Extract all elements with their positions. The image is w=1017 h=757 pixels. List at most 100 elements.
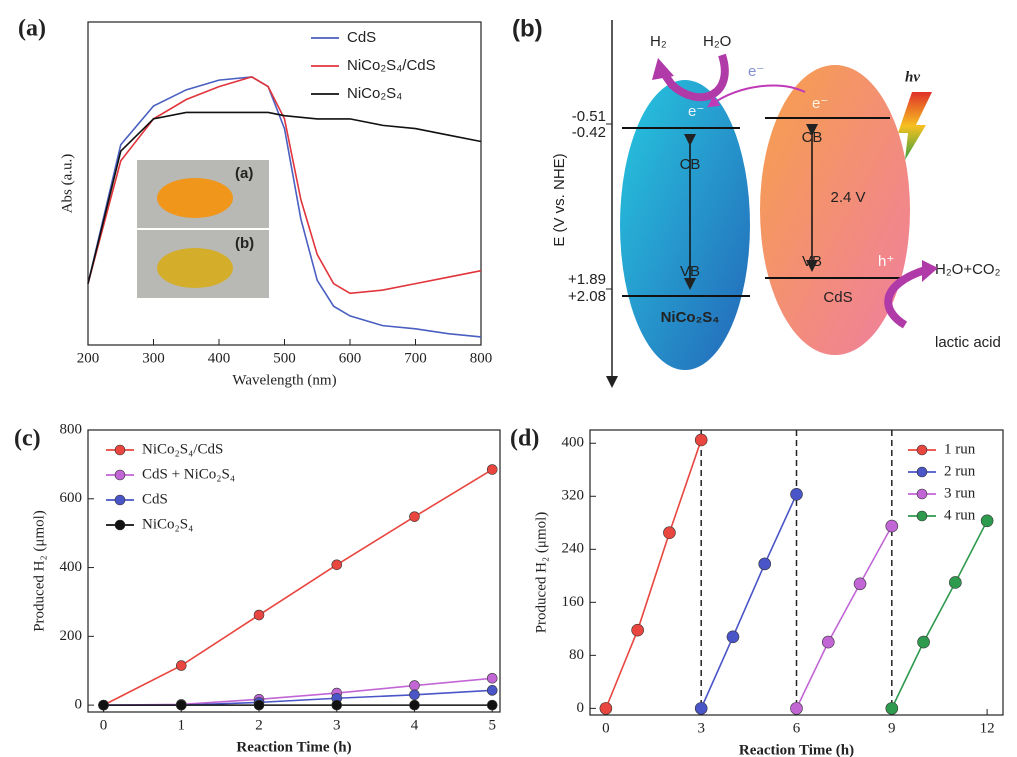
- point: [885, 519, 899, 533]
- point: [694, 702, 708, 715]
- x-tick-label: 300: [142, 350, 165, 366]
- x-tick-label: 200: [77, 350, 100, 366]
- legend-label: CdS + NiCo₂S₄: [142, 466, 235, 482]
- species: H₂O+CO₂: [935, 261, 1001, 278]
- x-tick-label: 6: [793, 720, 801, 736]
- y-tick-label: 600: [60, 490, 83, 506]
- series-line: [87, 76, 482, 295]
- panel-label: (b): [512, 15, 543, 42]
- point: [253, 609, 265, 621]
- point: [631, 623, 644, 637]
- y-tick-label: 400: [562, 435, 585, 451]
- point: [175, 660, 187, 671]
- point: [980, 514, 994, 528]
- x-tick-label: 500: [273, 350, 296, 366]
- x-tick-label: 5: [488, 717, 496, 733]
- point: [917, 635, 930, 649]
- powder: [157, 178, 233, 218]
- series-line: [605, 439, 702, 709]
- x-tick-label: 4: [411, 717, 419, 733]
- legend-marker: [114, 494, 126, 506]
- y-axis-label: Produced H₂ (μmol): [31, 510, 47, 632]
- point: [409, 680, 420, 691]
- point: [486, 672, 498, 684]
- nico-particle: [620, 80, 750, 370]
- inset-label: (a): [235, 165, 253, 182]
- light-label: hv: [905, 69, 920, 85]
- x-tick-label: 9: [888, 720, 896, 736]
- legend-marker: [916, 444, 928, 456]
- electron: e⁻: [812, 95, 828, 112]
- cds-particle: [760, 65, 910, 355]
- x-tick-label: 0: [100, 717, 108, 733]
- x-tick-label: 800: [470, 350, 493, 366]
- x-axis-label: Wavelength (nm): [232, 372, 336, 388]
- point: [599, 702, 613, 715]
- material-label: CdS: [823, 289, 852, 306]
- x-tick-label: 3: [697, 720, 705, 736]
- point: [949, 576, 962, 589]
- point: [409, 511, 420, 522]
- legend-label: 1 run: [944, 441, 976, 457]
- x-tick-label: 0: [602, 720, 610, 736]
- series-line: [103, 468, 493, 706]
- point: [726, 630, 740, 644]
- light-bolt: [898, 92, 932, 160]
- band-diagram: (b) E (V vs. NHE) -0.51 -0.42 +1.89 +2.0…: [512, 15, 1001, 388]
- legend-label: NiCo₂S₄/CdS: [142, 441, 223, 457]
- legend-marker: [916, 510, 928, 522]
- y-tick-label: 800: [60, 421, 83, 437]
- series-line: [87, 76, 482, 338]
- legend-marker: [916, 488, 928, 500]
- axis-label: E (V vs. NHE): [551, 153, 568, 246]
- series-line: [795, 525, 893, 709]
- hole: h⁺: [878, 253, 894, 270]
- legend-marker: [114, 444, 126, 456]
- y-axis-label: Abs (a.u.): [59, 154, 75, 214]
- energy-tick: -0.42: [572, 124, 606, 141]
- point: [98, 699, 109, 711]
- y-axis-label: Produced H₂ (μmol): [533, 512, 549, 634]
- gap-label: 2.4 V: [830, 189, 865, 206]
- y-tick-label: 400: [60, 559, 83, 575]
- series-line: [891, 520, 988, 709]
- point: [694, 433, 708, 447]
- vb-label: VB: [680, 263, 700, 280]
- electron: e⁻: [688, 103, 704, 120]
- species: H₂: [650, 33, 667, 50]
- point: [486, 464, 498, 475]
- x-axis-label: Reaction Time (h): [236, 739, 351, 755]
- powder: [157, 248, 233, 288]
- electron: e⁻: [748, 63, 764, 80]
- x-tick-label: 600: [339, 350, 362, 366]
- y-tick-label: 0: [75, 697, 83, 713]
- y-tick-label: 80: [569, 647, 584, 663]
- legend-label: NiCo₂S₄: [142, 516, 193, 532]
- point: [821, 635, 835, 649]
- plot-frame: [87, 429, 501, 713]
- legend-marker: [916, 466, 928, 478]
- cb-label: CB: [802, 129, 823, 146]
- series-line: [103, 689, 493, 706]
- point: [331, 559, 343, 571]
- reaction-arrow: [884, 266, 927, 329]
- panel-label: (a): [18, 16, 46, 42]
- species: lactic acid: [935, 334, 1001, 351]
- point: [758, 557, 772, 571]
- legend-marker: [114, 519, 126, 531]
- legend-marker: [114, 469, 126, 481]
- cb-label: CB: [680, 156, 701, 173]
- panel-label: (c): [14, 426, 41, 452]
- y-tick-label: 200: [60, 628, 83, 644]
- series-line: [87, 111, 482, 284]
- point: [253, 699, 265, 711]
- x-tick-label: 700: [404, 350, 427, 366]
- legend-label: 3 run: [944, 485, 976, 501]
- species: H₂O: [703, 33, 731, 50]
- point: [175, 699, 187, 711]
- point: [853, 577, 867, 591]
- x-tick-label: 2: [255, 717, 263, 733]
- panel-label: (d): [510, 426, 539, 452]
- legend-label: CdS: [142, 491, 168, 507]
